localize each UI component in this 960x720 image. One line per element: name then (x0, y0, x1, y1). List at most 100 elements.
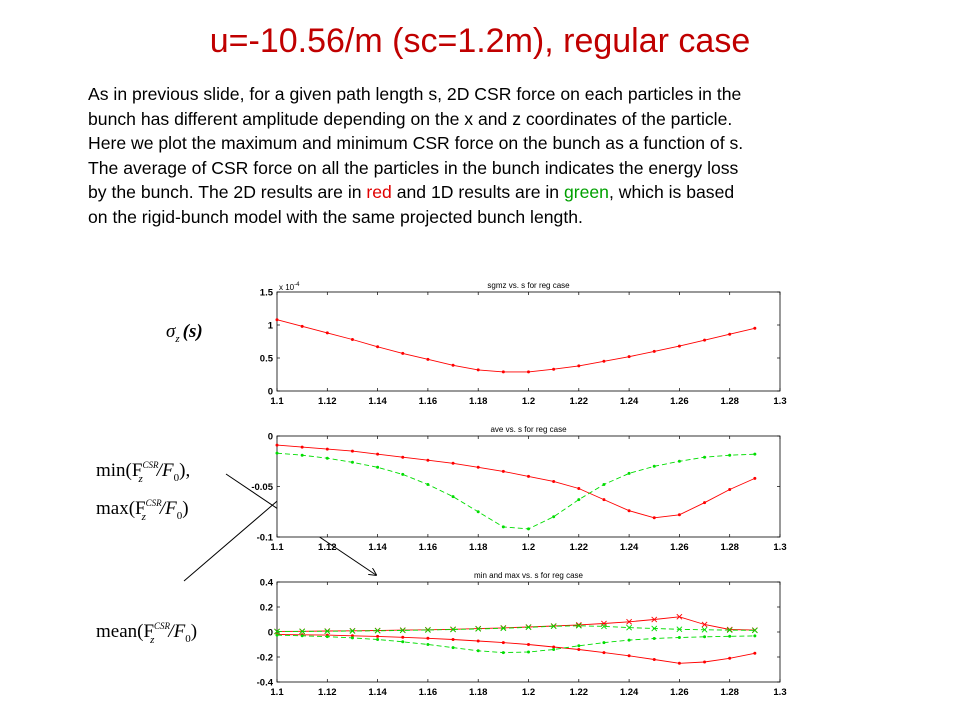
data-point (627, 355, 631, 359)
x-tick-label: 1.2 (522, 542, 535, 553)
red-keyword: red (366, 182, 392, 203)
plot-title: ave vs. s for reg case (490, 425, 567, 434)
data-point (602, 482, 606, 486)
data-point (450, 626, 456, 633)
text-segment: and 1D results are in (391, 182, 564, 203)
green-keyword: green (563, 182, 609, 203)
data-point (703, 455, 707, 459)
data-point (627, 654, 631, 658)
x-tick-label: 1.14 (368, 396, 387, 407)
zero-subscript: 0 (174, 472, 180, 484)
data-point (728, 453, 732, 457)
sigma-z-label: σz (s) (166, 321, 203, 345)
data-point (426, 357, 430, 361)
data-point (401, 635, 405, 639)
data-point (325, 447, 329, 451)
chart-panel: sgmz vs. s for reg case x 10-4 1.1 1.12 1.14… (260, 281, 787, 407)
data-point (703, 338, 707, 342)
divide-f: /F (156, 460, 174, 481)
data-point (627, 471, 631, 475)
data-point (552, 648, 556, 651)
chart-panel: min and max vs. s for reg case 1.1 1.12 1.1… (257, 571, 787, 698)
plot-frame (276, 581, 781, 683)
data-point (527, 474, 530, 478)
sigma-argument: (s) (183, 321, 203, 342)
data-point (300, 453, 304, 457)
data-point (401, 472, 405, 476)
plot-panels: sgmz vs. s for reg case x 10-4 1.1 1.12 1.14… (251, 281, 786, 698)
data-point (527, 650, 530, 654)
min-prefix: min(F (96, 460, 142, 481)
x-tick-label: 1.22 (570, 687, 589, 698)
divide-f: /F (159, 498, 177, 519)
data-point (451, 646, 455, 650)
data-point (399, 627, 406, 634)
data-point (501, 469, 505, 473)
data-point (500, 625, 507, 632)
zero-subscript: 0 (177, 510, 183, 522)
comma: , (185, 460, 190, 481)
text-segment: , which is based (608, 182, 735, 203)
csr-superscript: CSR (154, 621, 171, 631)
data-point (374, 627, 381, 634)
x-tick-label: 1.16 (419, 687, 438, 698)
series-line (276, 616, 755, 632)
data-point (476, 510, 480, 514)
paragraph-line: As in previous slide, for a given path l… (88, 84, 742, 104)
data-point (401, 640, 405, 644)
data-point (753, 326, 757, 330)
text-segment: by the bunch. The 2D results are in (88, 182, 367, 203)
x-tick-label: 1.2 (522, 396, 535, 407)
csr-superscript: CSR (142, 460, 159, 470)
data-point (552, 645, 556, 649)
x-tick-label: 1.1 (270, 396, 284, 407)
data-point (577, 364, 581, 368)
data-point (475, 625, 482, 632)
data-point (527, 370, 530, 374)
plot-frame (276, 435, 781, 538)
data-point (701, 621, 708, 628)
data-point (728, 634, 732, 638)
x-tick-label: 1.26 (670, 687, 689, 698)
y-tick-label: -0.2 (257, 653, 273, 664)
paragraph-line: on the rigid-bunch model with the same p… (88, 206, 583, 227)
data-point (677, 636, 681, 639)
data-point (577, 487, 581, 491)
data-point (324, 628, 331, 635)
data-point (677, 513, 681, 517)
data-point (652, 637, 656, 640)
sigma-symbol: σ (166, 321, 176, 342)
data-point (349, 628, 356, 634)
data-point (753, 476, 757, 480)
series-line (276, 444, 755, 519)
data-point (753, 651, 757, 655)
plot-title: min and max vs. s for reg case (474, 571, 583, 580)
data-point (501, 370, 505, 374)
x-tick-label: 1.14 (368, 687, 387, 698)
data-point (275, 318, 279, 322)
data-point (350, 636, 354, 640)
data-point (451, 363, 455, 367)
paragraph-line: bunch has different amplitude depending … (88, 108, 733, 129)
x-tick-label: 1.22 (570, 396, 589, 407)
data-point (677, 459, 681, 463)
data-point (299, 628, 306, 635)
data-point (476, 639, 480, 643)
data-point (703, 660, 707, 664)
data-point (728, 656, 732, 660)
data-point (602, 359, 606, 363)
data-point (426, 636, 430, 640)
data-point (350, 449, 354, 453)
data-point (575, 622, 582, 629)
y-tick-label: 1.5 (260, 288, 274, 299)
y-tick-label: 0.2 (260, 603, 273, 614)
x-tick-label: 1.18 (469, 396, 488, 407)
x-tick-label: 1.26 (670, 396, 689, 407)
x-tick-label: 1.3 (773, 396, 786, 407)
data-point (350, 634, 354, 638)
data-point (476, 465, 480, 469)
x-tick-label: 1.12 (318, 396, 337, 407)
data-point (627, 638, 631, 642)
data-point (325, 331, 329, 335)
data-point (601, 623, 607, 630)
